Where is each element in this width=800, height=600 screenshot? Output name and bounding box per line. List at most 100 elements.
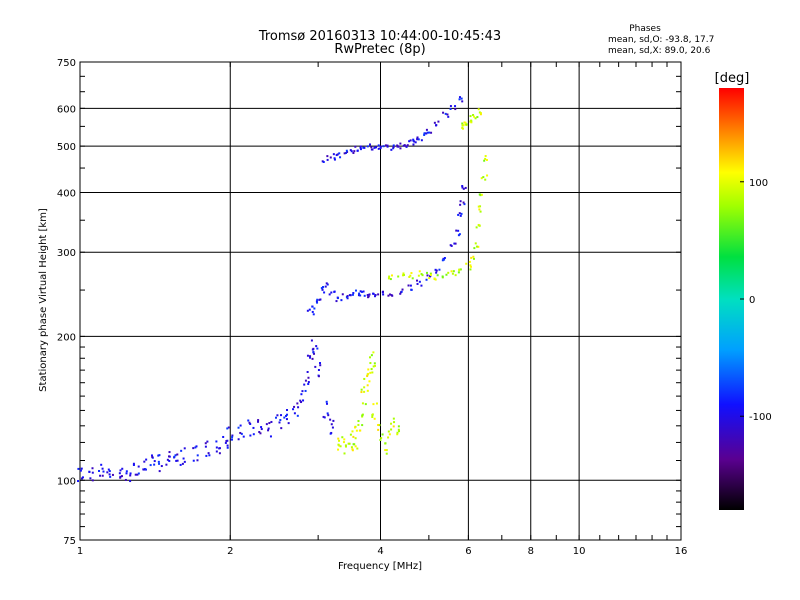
echo-point <box>355 289 358 292</box>
echo-point <box>344 444 347 447</box>
echo-point <box>352 443 355 446</box>
echo-point <box>392 147 395 150</box>
echo-point <box>462 201 465 204</box>
echo-point <box>341 293 344 296</box>
echo-point <box>125 472 128 475</box>
chart-subtitle: RwPretec (8p) <box>334 42 425 57</box>
echo-point <box>121 467 124 470</box>
echo-point <box>125 470 128 473</box>
echo-point <box>477 205 480 208</box>
echo-point <box>387 294 390 297</box>
echo-point <box>367 295 370 298</box>
echo-point <box>382 293 385 296</box>
echo-point <box>366 145 369 148</box>
echo-point <box>319 362 322 365</box>
echo-point <box>366 384 369 387</box>
echo-point <box>458 269 461 272</box>
echo-point <box>296 414 299 417</box>
echo-point <box>384 144 387 147</box>
echo-point <box>302 399 305 402</box>
echo-point <box>143 460 146 463</box>
echo-point <box>129 472 132 475</box>
echo-point <box>392 417 395 420</box>
echo-point <box>344 151 347 154</box>
echo-point <box>287 422 290 425</box>
echo-point <box>447 271 450 274</box>
echo-point <box>333 158 336 161</box>
echo-point <box>444 112 447 115</box>
echo-point <box>457 229 460 232</box>
x-axis-ticks: 1 2 4 6 8 10 16 <box>77 62 687 557</box>
echo-point <box>475 245 478 248</box>
colorbar-tick-label: -100 <box>749 412 772 423</box>
echo-point <box>396 433 399 436</box>
echo-point <box>306 309 309 312</box>
echo-point <box>359 145 362 148</box>
echo-point <box>137 465 140 468</box>
echo-point <box>459 203 462 206</box>
echo-point <box>106 471 109 474</box>
echo-point <box>317 369 320 372</box>
echo-point <box>137 472 140 475</box>
echo-point <box>370 354 373 357</box>
echo-point <box>389 278 392 281</box>
colorbar-gradient <box>719 88 744 510</box>
echo-point <box>300 401 303 404</box>
echo-point <box>379 438 382 441</box>
echo-point <box>183 460 186 463</box>
echo-point <box>433 121 436 124</box>
echo-point <box>464 186 467 189</box>
echo-point <box>458 98 461 101</box>
echo-point <box>397 275 400 278</box>
echo-point <box>373 146 376 149</box>
echo-point <box>309 355 312 358</box>
echo-point <box>387 430 390 433</box>
echo-point <box>311 305 314 308</box>
echo-point <box>145 458 148 461</box>
echo-point <box>434 268 437 271</box>
echo-point <box>434 278 437 281</box>
echo-point <box>173 455 176 458</box>
echo-point <box>335 300 338 303</box>
echo-point <box>478 224 481 227</box>
echo-point <box>330 423 333 426</box>
echo-point <box>469 120 472 123</box>
echo-point <box>353 150 356 153</box>
echo-point <box>89 477 92 480</box>
echo-point <box>459 200 462 203</box>
echo-point <box>283 416 286 419</box>
echo-point <box>239 431 242 434</box>
echo-point <box>312 347 315 350</box>
echo-point <box>321 160 324 163</box>
echo-point <box>416 282 419 285</box>
echo-point <box>88 470 91 473</box>
echo-point <box>316 347 319 350</box>
echo-point <box>168 451 171 454</box>
echo-point <box>119 475 122 478</box>
echo-point <box>363 386 366 389</box>
echo-point <box>132 462 135 465</box>
echo-point <box>310 339 313 342</box>
echo-point <box>449 105 452 108</box>
echo-point <box>441 275 444 278</box>
echo-point <box>388 433 391 436</box>
echo-point <box>473 115 476 118</box>
echo-point <box>385 449 388 452</box>
echo-point <box>461 185 464 188</box>
echo-point <box>158 462 161 465</box>
echo-point <box>457 271 460 274</box>
echo-point <box>260 428 263 431</box>
echo-point <box>392 425 395 428</box>
echo-point <box>350 446 353 449</box>
echo-point <box>425 271 428 274</box>
echo-point <box>390 422 393 425</box>
echo-point <box>453 242 456 245</box>
echo-point <box>458 96 461 99</box>
echo-point <box>454 274 457 277</box>
echo-point <box>192 447 195 450</box>
echo-point <box>297 406 300 409</box>
echo-point <box>311 310 314 313</box>
echo-point <box>252 426 255 429</box>
echo-point <box>107 468 110 471</box>
echo-point <box>469 264 472 267</box>
